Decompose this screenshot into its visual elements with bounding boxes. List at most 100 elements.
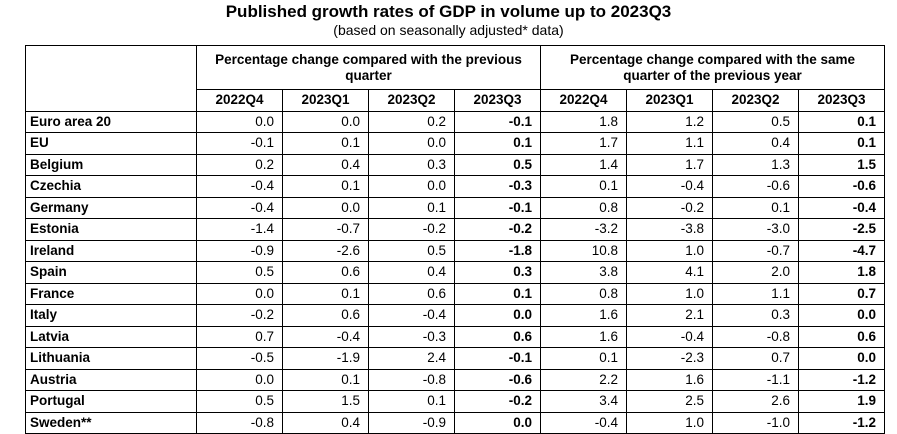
value-cell: 3.4 — [540, 390, 627, 413]
table-row: Ireland -0.9 -2.6 0.5 -1.8 10.8 1.0 -0.7 -4.7 — [25, 239, 885, 262]
value-cell: 0.1 — [368, 390, 455, 413]
value-cell: -0.2 — [626, 196, 713, 219]
value-cell: 0.7 — [798, 282, 885, 305]
table-row: Czechia -0.4 0.1 0.0 -0.3 0.1 -0.4 -0.6 -0.6 — [25, 175, 885, 198]
value-cell: -1.4 — [196, 218, 283, 241]
value-cell: 0.6 — [454, 325, 541, 348]
value-cell: 0.3 — [368, 153, 455, 176]
value-cell: 0.7 — [712, 347, 799, 370]
value-cell: -0.7 — [712, 239, 799, 262]
country-cell: Germany — [25, 196, 197, 219]
value-cell: 1.6 — [626, 368, 713, 391]
value-cell: 0.6 — [368, 282, 455, 305]
value-cell: 1.0 — [626, 411, 713, 434]
value-cell: 0.4 — [282, 411, 369, 434]
value-cell: -1.9 — [282, 347, 369, 370]
table-row: Euro area 20 0.0 0.0 0.2 -0.1 1.8 1.2 0.5 0.1 — [25, 110, 885, 133]
value-cell: 0.8 — [540, 196, 627, 219]
value-cell: 0.1 — [282, 282, 369, 305]
value-cell: -0.4 — [540, 411, 627, 434]
value-cell: 0.0 — [282, 110, 369, 133]
value-cell: -0.3 — [368, 325, 455, 348]
country-cell: Portugal — [25, 390, 197, 413]
value-cell: -0.4 — [196, 196, 283, 219]
page-title: Published growth rates of GDP in volume … — [225, 2, 672, 21]
country-cell: Austria — [25, 368, 197, 391]
quarter-header: 2023Q1 — [282, 89, 369, 112]
country-cell: Euro area 20 — [25, 110, 197, 133]
value-cell: 2.5 — [626, 390, 713, 413]
quarter-header: 2023Q2 — [368, 89, 455, 112]
value-cell: 0.1 — [282, 175, 369, 198]
table-row: Belgium 0.2 0.4 0.3 0.5 1.4 1.7 1.3 1.5 — [25, 153, 885, 176]
value-cell: 0.1 — [454, 282, 541, 305]
value-cell: 0.1 — [798, 110, 885, 133]
value-cell: 0.0 — [798, 304, 885, 327]
value-cell: -0.6 — [712, 175, 799, 198]
value-cell: 1.6 — [540, 304, 627, 327]
value-cell: 1.3 — [712, 153, 799, 176]
gdp-growth-table: Percentage change compared with the prev… — [25, 45, 885, 434]
value-cell: 2.2 — [540, 368, 627, 391]
value-cell: 0.4 — [368, 261, 455, 284]
value-cell: 1.8 — [540, 110, 627, 133]
value-cell: 0.5 — [712, 110, 799, 133]
quarter-header-row: 2022Q4 2023Q1 2023Q2 2023Q3 2022Q4 2023Q… — [26, 89, 885, 112]
table-row: Portugal 0.5 1.5 0.1 -0.2 3.4 2.5 2.6 1.9 — [25, 390, 885, 413]
country-cell: Belgium — [25, 153, 197, 176]
value-cell: 2.6 — [712, 390, 799, 413]
table-row: Estonia -1.4 -0.7 -0.2 -0.2 -3.2 -3.8 -3.0 -2.5 — [25, 218, 885, 241]
value-cell: -3.8 — [626, 218, 713, 241]
value-cell: -0.4 — [798, 196, 885, 219]
value-cell: 3.8 — [540, 261, 627, 284]
value-cell: 1.4 — [540, 153, 627, 176]
value-cell: 1.7 — [540, 132, 627, 155]
value-cell: -0.9 — [196, 239, 283, 262]
value-cell: 0.1 — [540, 175, 627, 198]
table-row: Italy -0.2 0.6 -0.4 0.0 1.6 2.1 0.3 0.0 — [25, 304, 885, 327]
value-cell: 0.0 — [196, 110, 283, 133]
value-cell: -0.1 — [196, 132, 283, 155]
table-row: France 0.0 0.1 0.6 0.1 0.8 1.0 1.1 0.7 — [25, 282, 885, 305]
value-cell: 0.4 — [282, 153, 369, 176]
value-cell: 0.4 — [712, 132, 799, 155]
group-header-previous-year: Percentage change compared with the same… — [540, 45, 885, 90]
value-cell: -0.4 — [282, 325, 369, 348]
value-cell: -0.4 — [368, 304, 455, 327]
country-cell: Latvia — [25, 325, 197, 348]
country-cell: EU — [25, 132, 197, 155]
value-cell: -2.5 — [798, 218, 885, 241]
country-header-corner — [25, 45, 197, 112]
value-cell: 0.5 — [368, 239, 455, 262]
value-cell: 0.1 — [282, 368, 369, 391]
value-cell: -1.1 — [712, 368, 799, 391]
value-cell: -1.2 — [798, 368, 885, 391]
table-row: Lithuania -0.5 -1.9 2.4 -0.1 0.1 -2.3 0.7 0.0 — [25, 347, 885, 370]
value-cell: 1.5 — [282, 390, 369, 413]
value-cell: 0.6 — [282, 304, 369, 327]
value-cell: -0.1 — [454, 347, 541, 370]
value-cell: 0.0 — [454, 411, 541, 434]
value-cell: -4.7 — [798, 239, 885, 262]
value-cell: -2.3 — [626, 347, 713, 370]
value-cell: -0.6 — [798, 175, 885, 198]
value-cell: 0.1 — [712, 196, 799, 219]
value-cell: 0.1 — [368, 196, 455, 219]
table-body: Euro area 20 0.0 0.0 0.2 -0.1 1.8 1.2 0.5 0.1 EU -… — [25, 110, 885, 434]
value-cell: -1.0 — [712, 411, 799, 434]
value-cell: -0.6 — [454, 368, 541, 391]
country-cell: France — [25, 282, 197, 305]
quarter-header: 2023Q3 — [798, 89, 885, 112]
country-cell: Lithuania — [25, 347, 197, 370]
value-cell: 0.0 — [196, 368, 283, 391]
value-cell: -1.2 — [798, 411, 885, 434]
value-cell: 2.1 — [626, 304, 713, 327]
value-cell: 1.0 — [626, 282, 713, 305]
value-cell: 0.1 — [540, 347, 627, 370]
value-cell: -0.7 — [282, 218, 369, 241]
country-cell: Ireland — [25, 239, 197, 262]
value-cell: 0.1 — [798, 132, 885, 155]
table-row: Spain 0.5 0.6 0.4 0.3 3.8 4.1 2.0 1.8 — [25, 261, 885, 284]
table-row: Latvia 0.7 -0.4 -0.3 0.6 1.6 -0.4 -0.8 0.6 — [25, 325, 885, 348]
value-cell: 1.0 — [626, 239, 713, 262]
